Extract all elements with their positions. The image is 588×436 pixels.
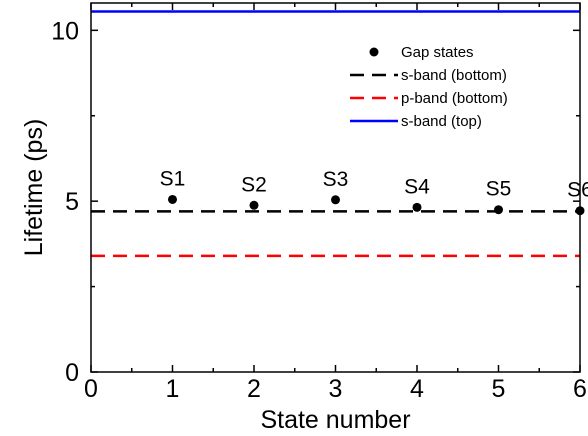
y-tick-label: 10 (51, 17, 79, 45)
y-tick-label: 0 (65, 359, 79, 387)
legend-label: s-band (top) (401, 113, 482, 130)
data-point-S5 (494, 205, 503, 215)
x-tick-label: 4 (410, 375, 424, 403)
point-label-S2: S2 (241, 173, 267, 196)
point-label-S4: S4 (404, 175, 430, 198)
data-point-S1 (168, 194, 177, 204)
y-tick-label: 5 (65, 188, 79, 216)
legend-label: s-band (bottom) (401, 67, 507, 84)
x-tick-label: 6 (573, 375, 587, 403)
data-point-S3 (331, 195, 340, 205)
tick-labels: 0 1 2 3 4 5 6 0 5 10 (51, 17, 587, 403)
data-points (168, 194, 585, 216)
point-label-S3: S3 (323, 168, 349, 191)
point-label-S1: S1 (160, 167, 186, 190)
x-tick-label: 2 (247, 375, 261, 403)
point-label-S5: S5 (486, 178, 512, 201)
legend-label: p-band (bottom) (401, 90, 508, 107)
legend-marker-gap-states (369, 47, 379, 57)
point-labels: S1 S2 S3 S4 S5 S6 (160, 167, 588, 201)
x-axis-label: State number (260, 406, 410, 434)
legend: Gap states s-band (bottom) p-band (bottom)… (340, 38, 532, 138)
x-tick-label: 3 (329, 375, 343, 403)
point-label-S6: S6 (567, 179, 588, 202)
x-tick-label: 5 (492, 375, 506, 403)
x-tick-label: 0 (84, 375, 98, 403)
x-tick-label: 1 (166, 375, 180, 403)
legend-label: Gap states (401, 44, 474, 61)
y-axis-label: Lifetime (ps) (20, 119, 48, 257)
axis-ticks (90, 3, 581, 373)
data-point-S2 (249, 200, 259, 210)
data-point-S4 (412, 202, 422, 212)
